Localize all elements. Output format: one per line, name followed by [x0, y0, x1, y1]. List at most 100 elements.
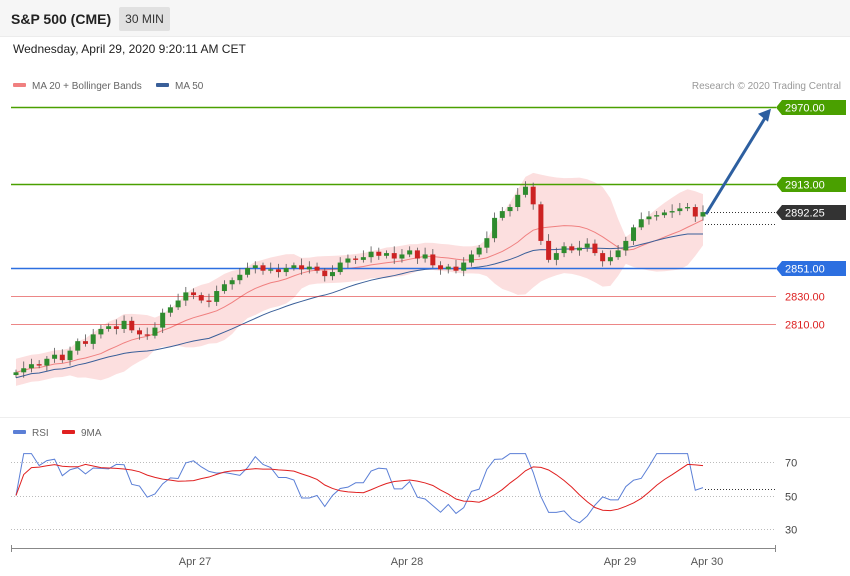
candle-body: [484, 238, 490, 248]
timeframe-badge[interactable]: 30 MIN: [119, 7, 170, 31]
candle-body: [453, 266, 459, 271]
price-tag-2851.00: [776, 261, 846, 276]
candle-body: [414, 250, 420, 259]
candle-body: [59, 354, 65, 361]
candle-body: [530, 186, 536, 205]
candle-body: [229, 280, 235, 285]
price-tag-text-2970.00: 2970.00: [785, 103, 825, 115]
credit-text: Research © 2020 Trading Central: [691, 81, 841, 92]
candle-body: [430, 254, 436, 266]
candle-body: [700, 212, 706, 217]
candle-body: [144, 334, 150, 336]
candle-body: [75, 341, 81, 351]
candle-body: [183, 292, 189, 301]
candle-body: [553, 253, 559, 260]
legend-rsi: RSI: [13, 428, 49, 439]
chart-header: S&P 500 (CME) 30 MIN: [0, 0, 850, 37]
price-tag-2913.00: [776, 177, 846, 192]
candle-body: [252, 265, 258, 268]
candle-body: [283, 268, 289, 273]
candle-body: [67, 350, 73, 361]
level-label-2830.00: 2830.00: [785, 292, 825, 304]
candle-body: [106, 326, 112, 329]
x-tick-label: Apr 27: [179, 556, 211, 568]
candle-body: [167, 307, 173, 313]
rsi-level-label-30: 30: [785, 525, 797, 537]
legend-ma50-label: MA 50: [175, 81, 204, 92]
x-tick-label: Apr 28: [391, 556, 423, 568]
candle-body: [507, 207, 513, 212]
candle-body: [206, 300, 212, 302]
candle-body: [137, 330, 143, 335]
rsi-swatch: [13, 430, 26, 435]
candle-body: [268, 269, 274, 271]
candle-body: [113, 326, 119, 329]
candle-body: [623, 240, 629, 251]
candle-body: [692, 207, 698, 217]
candle-body: [592, 243, 598, 254]
rsi-line: [15, 453, 704, 524]
candle-body: [654, 215, 660, 217]
candle-body: [291, 265, 297, 268]
candle-body: [607, 257, 613, 262]
legend-ma20-label: MA 20 + Bollinger Bands: [32, 81, 142, 92]
price-tag-text-2851.00: 2851.00: [785, 264, 825, 276]
ma50-line: [15, 233, 704, 379]
ma20-swatch: [13, 83, 26, 88]
candle-body: [353, 258, 359, 260]
ma20-line: [15, 219, 704, 373]
x-tick-label: Apr 30: [691, 556, 723, 568]
candle-body: [368, 251, 374, 258]
level-label-2810.00: 2810.00: [785, 320, 825, 332]
candle-body: [384, 253, 390, 256]
candle-body: [615, 250, 621, 258]
legend-9ma-label: 9MA: [81, 428, 102, 439]
legend-rsi-label: RSI: [32, 428, 49, 439]
candle-body: [669, 211, 675, 213]
candle-body: [445, 266, 451, 270]
candle-body: [52, 354, 58, 359]
candle-body: [329, 272, 335, 277]
candle-body: [685, 207, 691, 209]
candle-body: [198, 295, 204, 301]
candle-body: [337, 262, 343, 273]
candle-body: [260, 265, 266, 271]
price-tag-2970.00: [776, 100, 846, 115]
candle-body: [569, 246, 575, 251]
candle-body: [129, 320, 135, 331]
timestamp: Wednesday, April 29, 2020 9:20:11 AM CET: [13, 42, 246, 56]
candle-body: [299, 265, 305, 270]
candle-body: [90, 334, 96, 344]
candle-body: [376, 251, 382, 256]
x-tick-label: Apr 29: [604, 556, 636, 568]
candle-body: [515, 194, 521, 208]
candle-body: [36, 364, 42, 366]
candle-body: [438, 265, 444, 270]
candle-body: [121, 320, 127, 329]
legend-ma20: MA 20 + Bollinger Bands: [13, 81, 142, 92]
candle-body: [499, 211, 505, 218]
candle-body: [160, 312, 166, 328]
candle-body: [306, 266, 312, 270]
candle-body: [237, 274, 243, 281]
candle-body: [13, 372, 19, 376]
candle-body: [492, 217, 498, 239]
ma50-swatch: [156, 83, 169, 88]
rsi-ma-line: [15, 463, 704, 512]
candle-body: [82, 341, 88, 344]
candle-body: [522, 186, 528, 195]
candle-body: [407, 250, 413, 255]
price-tag-text-2892.25: 2892.25: [785, 208, 825, 220]
candle-body: [476, 247, 482, 255]
projection-arrow-line: [704, 113, 769, 215]
candle-body: [175, 300, 181, 308]
candle-body: [360, 257, 366, 260]
candle-body: [677, 208, 683, 212]
candle-body: [191, 292, 197, 296]
candle-body: [561, 246, 567, 254]
candle-body: [214, 291, 220, 302]
candle-body: [468, 254, 474, 263]
candle-body: [399, 254, 405, 259]
legend-ma50: MA 50: [156, 81, 203, 92]
